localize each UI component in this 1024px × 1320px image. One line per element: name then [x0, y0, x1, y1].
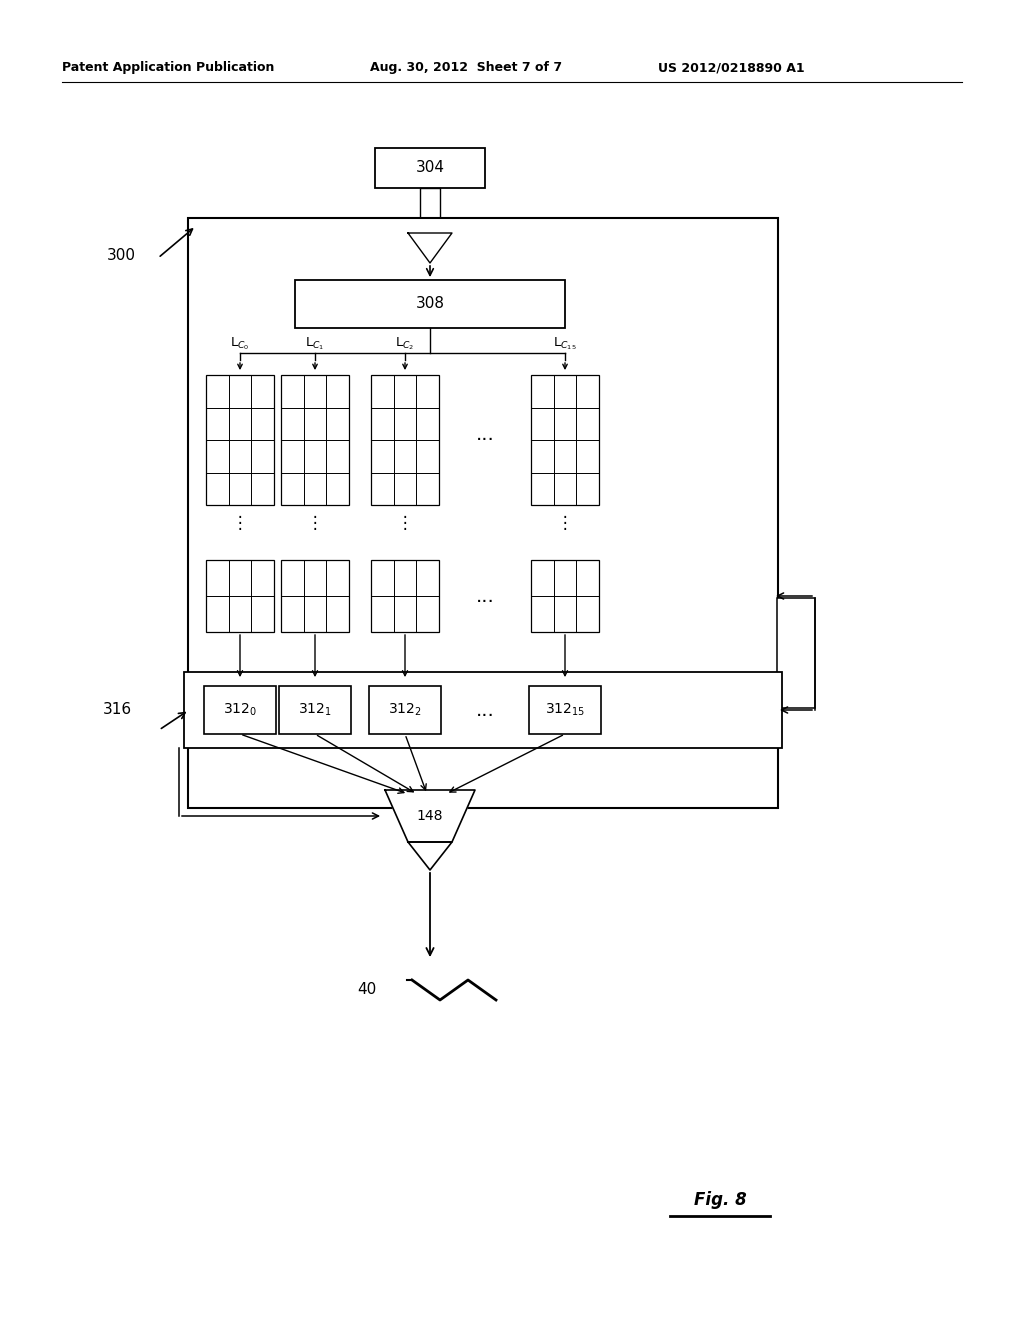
Text: Fig. 8: Fig. 8	[693, 1191, 746, 1209]
Bar	[188, 218, 778, 808]
Polygon shape	[408, 234, 452, 263]
Text: 304: 304	[416, 161, 444, 176]
Text: 312$_1$: 312$_1$	[298, 702, 332, 718]
Text: Patent Application Publication: Patent Application Publication	[62, 62, 274, 74]
Bar	[206, 375, 274, 506]
Bar	[420, 187, 440, 234]
Text: ⋮: ⋮	[396, 513, 414, 532]
Bar	[371, 375, 439, 506]
Bar	[777, 598, 815, 708]
Bar	[375, 148, 485, 187]
Text: ...: ...	[475, 701, 495, 719]
Bar	[531, 560, 599, 632]
Text: 40: 40	[357, 982, 377, 998]
Text: ⋮: ⋮	[231, 513, 248, 532]
Text: L$_{{C_0}}$: L$_{{C_0}}$	[230, 335, 250, 352]
Text: ⋮: ⋮	[306, 513, 324, 532]
Text: 300: 300	[106, 248, 136, 263]
Text: Aug. 30, 2012  Sheet 7 of 7: Aug. 30, 2012 Sheet 7 of 7	[370, 62, 562, 74]
Bar	[206, 560, 274, 632]
Text: 312$_2$: 312$_2$	[388, 702, 422, 718]
Text: US 2012/0218890 A1: US 2012/0218890 A1	[658, 62, 805, 74]
Text: ⋮: ⋮	[557, 513, 573, 532]
Polygon shape	[408, 842, 452, 870]
Bar	[279, 686, 351, 734]
Bar	[531, 375, 599, 506]
Bar	[529, 686, 601, 734]
Bar	[281, 560, 349, 632]
Text: 148: 148	[417, 809, 443, 822]
Text: ...: ...	[475, 425, 495, 445]
Polygon shape	[385, 789, 475, 842]
Bar	[204, 686, 276, 734]
Text: L$_{{C_2}}$: L$_{{C_2}}$	[395, 335, 415, 352]
Bar	[184, 672, 782, 748]
Bar	[371, 560, 439, 632]
Text: 312$_{15}$: 312$_{15}$	[545, 702, 585, 718]
Text: L$_{{C_{{15}}}}$: L$_{{C_{{15}}}}$	[553, 335, 577, 352]
Text: 316: 316	[102, 702, 132, 718]
Bar	[369, 686, 441, 734]
Text: 308: 308	[416, 297, 444, 312]
Text: L$_{{C_1}}$: L$_{{C_1}}$	[305, 335, 325, 352]
Text: ...: ...	[475, 586, 495, 606]
Text: 312$_0$: 312$_0$	[223, 702, 257, 718]
Bar	[281, 375, 349, 506]
Bar	[295, 280, 565, 327]
